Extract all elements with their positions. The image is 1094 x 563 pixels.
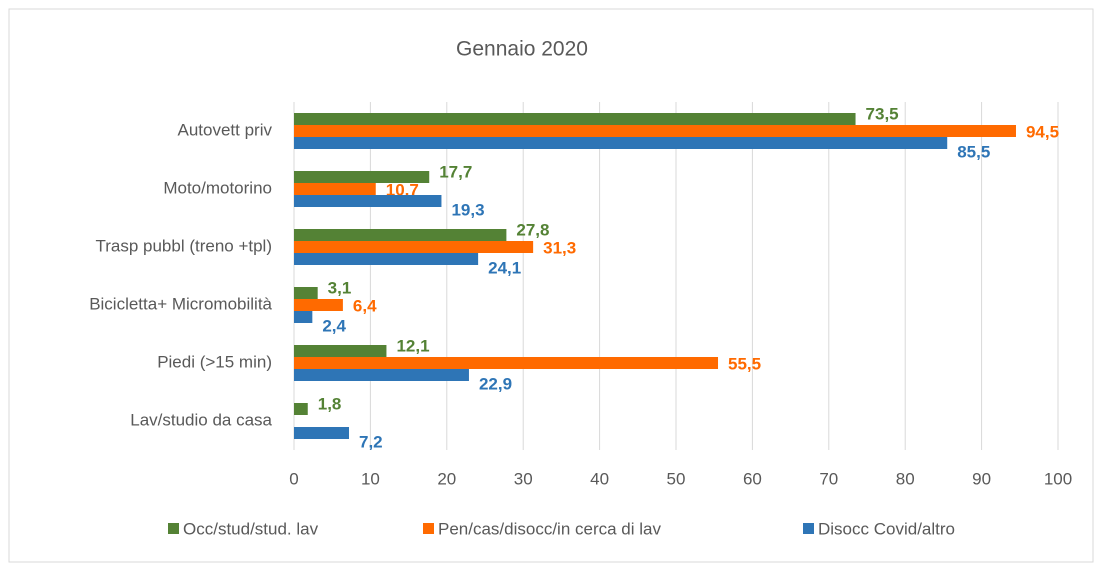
- x-tick-label: 60: [743, 469, 762, 488]
- bar: [294, 427, 350, 439]
- chart-title: Gennaio 2020: [456, 38, 588, 61]
- data-label: 1,8: [318, 394, 342, 413]
- data-label: 24,1: [488, 258, 521, 277]
- x-tick-label: 0: [289, 469, 298, 488]
- data-label: 31,3: [543, 238, 576, 257]
- bar: [294, 113, 856, 125]
- x-tick-label: 70: [819, 469, 838, 488]
- bar: [294, 369, 469, 381]
- y-tick-label: Autovett priv: [178, 120, 273, 139]
- bar: [294, 241, 534, 253]
- data-label: 3,1: [328, 278, 352, 297]
- bar: [294, 125, 1016, 137]
- legend-label: Occ/stud/stud. lav: [183, 519, 319, 538]
- data-label: 85,5: [957, 142, 990, 161]
- data-label: 7,2: [359, 432, 383, 451]
- data-label: 55,5: [728, 354, 761, 373]
- bar: [294, 253, 479, 265]
- bar: [294, 195, 442, 207]
- bar: [294, 403, 308, 415]
- bar: [294, 171, 430, 183]
- chart-border: [8, 8, 1094, 563]
- data-label: 10,7: [386, 180, 419, 199]
- legend-swatch: [803, 523, 814, 534]
- legend-swatch: [423, 523, 434, 534]
- y-tick-label: Trasp pubbl (treno +tpl): [95, 236, 272, 255]
- x-tick-label: 80: [896, 469, 915, 488]
- data-label: 19,3: [451, 200, 484, 219]
- y-tick-label: Lav/studio da casa: [130, 410, 272, 429]
- bar: [294, 345, 387, 357]
- legend-label: Pen/cas/disocc/in cerca di lav: [438, 519, 661, 538]
- bar: [294, 311, 313, 323]
- data-label: 22,9: [479, 374, 512, 393]
- x-tick-label: 40: [590, 469, 609, 488]
- data-label: 6,4: [353, 296, 377, 315]
- x-tick-label: 30: [514, 469, 533, 488]
- y-tick-label: Piedi (>15 min): [157, 352, 272, 371]
- data-label: 73,5: [866, 104, 899, 123]
- bar: [294, 183, 376, 195]
- data-label: 12,1: [396, 336, 429, 355]
- x-tick-label: 50: [667, 469, 686, 488]
- data-label: 2,4: [322, 316, 346, 335]
- bar: [294, 137, 948, 149]
- bar: [294, 229, 507, 241]
- legend-swatch: [168, 523, 179, 534]
- bar: [294, 299, 343, 311]
- y-tick-label: Moto/motorino: [163, 178, 272, 197]
- x-tick-label: 10: [361, 469, 380, 488]
- data-label: 94,5: [1026, 122, 1059, 141]
- bar: [294, 287, 318, 299]
- y-tick-label: Bicicletta+ Micromobilità: [89, 294, 272, 313]
- x-tick-label: 20: [437, 469, 456, 488]
- x-tick-label: 90: [972, 469, 991, 488]
- data-label: 27,8: [516, 220, 549, 239]
- data-label: 17,7: [439, 162, 472, 181]
- x-tick-label: 100: [1044, 469, 1072, 488]
- legend-label: Disocc Covid/altro: [818, 519, 955, 538]
- bar: [294, 357, 719, 369]
